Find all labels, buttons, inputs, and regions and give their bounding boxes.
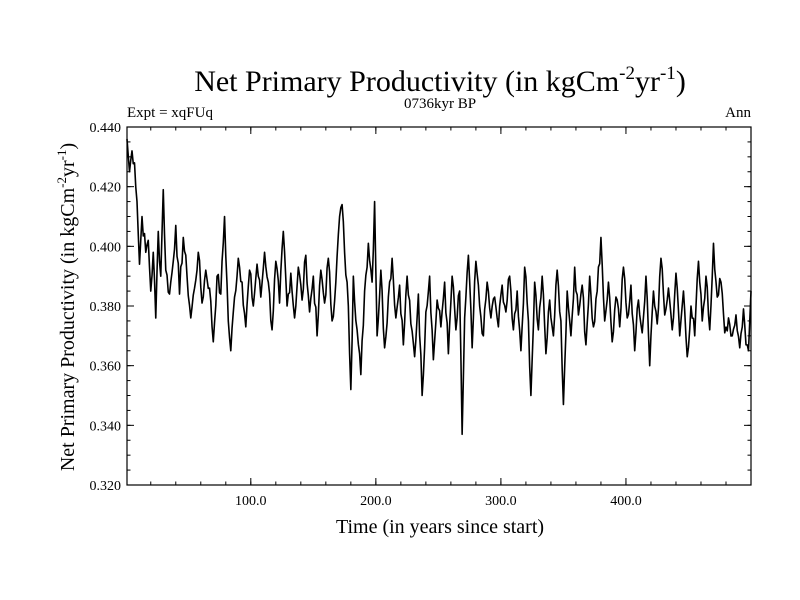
series-layer bbox=[126, 138, 752, 436]
season-label: Ann bbox=[725, 105, 751, 121]
chart-title: Net Primary Productivity (in kgCm-2yr-1) bbox=[194, 63, 686, 98]
y-tick-label: 0.320 bbox=[90, 479, 122, 494]
y-tick-label: 0.440 bbox=[90, 121, 122, 136]
y-tick-label: 0.400 bbox=[90, 240, 122, 255]
axis-ticks: 0.320 0.340 0.360 0.380 0.400 0.420 0.440 100.0… bbox=[90, 121, 751, 509]
experiment-label: Expt = xqFUq bbox=[127, 105, 213, 121]
y-tick-label: 0.420 bbox=[90, 181, 122, 196]
y-tick-label: 0.360 bbox=[90, 360, 122, 375]
chart-subtitle: 0736kyr BP bbox=[404, 96, 476, 112]
y-axis-label: Net Primary Productivity (in kgCm-2yr-1) bbox=[54, 143, 79, 471]
x-tick-label: 400.0 bbox=[610, 494, 642, 509]
y-tick-label: 0.380 bbox=[90, 300, 122, 315]
npp-series-line bbox=[126, 138, 752, 436]
plot-frame bbox=[126, 126, 752, 486]
y-tick-label: 0.340 bbox=[90, 419, 122, 434]
x-axis-label: Time (in years since start) bbox=[336, 516, 544, 538]
x-tick-label: 100.0 bbox=[235, 494, 267, 509]
x-tick-label: 300.0 bbox=[485, 494, 517, 509]
x-tick-label: 200.0 bbox=[360, 494, 392, 509]
